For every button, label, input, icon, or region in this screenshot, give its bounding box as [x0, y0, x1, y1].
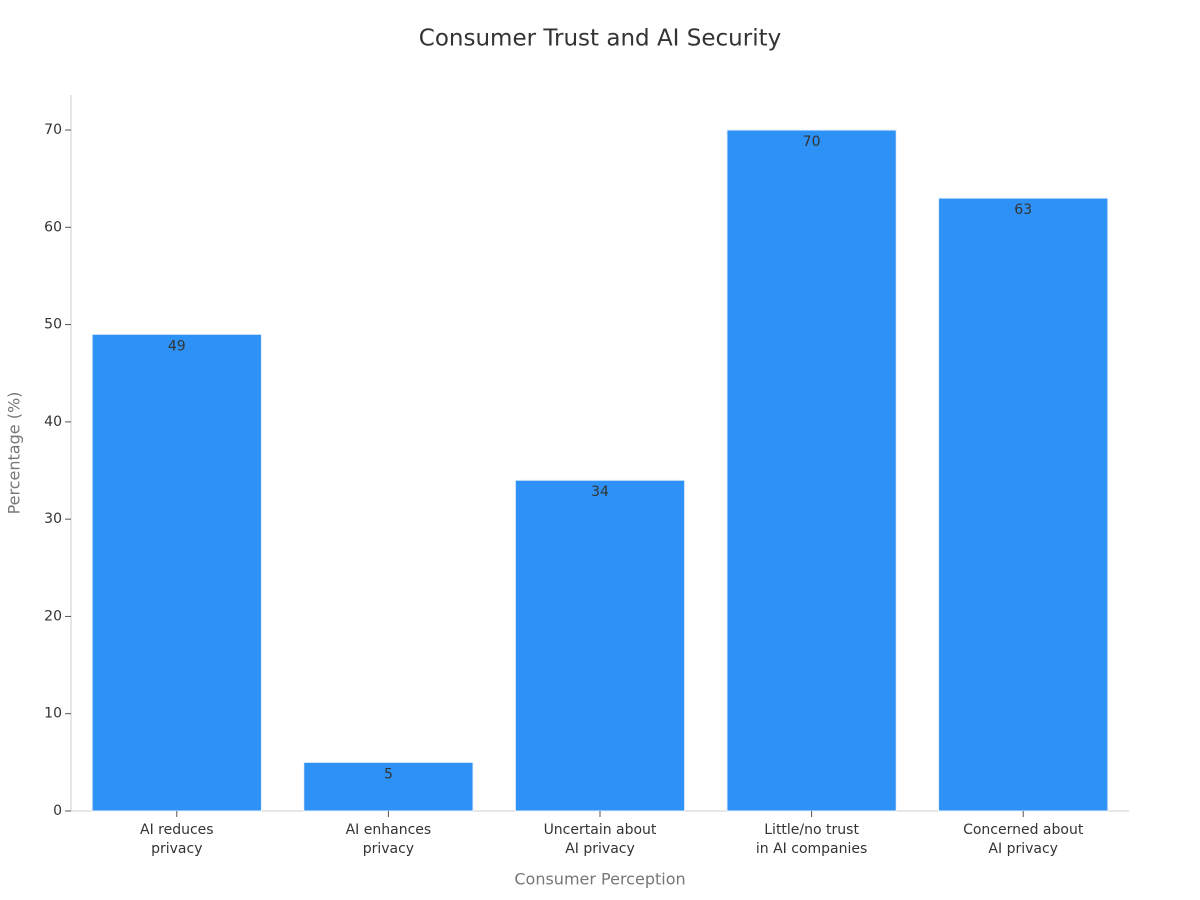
chart-title: Consumer Trust and AI Security [419, 26, 781, 52]
bar [726, 129, 897, 812]
bar [514, 479, 686, 812]
x-tick-label: AI enhances privacy [346, 822, 432, 857]
y-tick-label: 60 [44, 219, 62, 235]
value-label: 63 [1014, 202, 1032, 218]
bar [303, 761, 474, 812]
y-axis-label: Percentage (%) [5, 392, 24, 515]
y-tick-label: 10 [44, 706, 62, 722]
y-tick-label: 30 [44, 511, 62, 527]
bar [938, 197, 1109, 812]
value-label: 34 [591, 484, 609, 500]
x-tick-label: Concerned about AI privacy [963, 822, 1084, 857]
y-tick-label: 50 [44, 317, 62, 333]
y-tick-label: 40 [44, 414, 62, 430]
y-tick-label: 70 [44, 122, 62, 138]
value-label: 49 [168, 338, 186, 354]
value-label: 70 [803, 134, 821, 150]
x-tick-label: Little/no trust in AI companies [756, 822, 867, 857]
x-tick-label: AI reduces privacy [140, 822, 214, 857]
y-tick-label: 20 [44, 608, 62, 624]
y-tick-label: 0 [53, 803, 62, 819]
bar [91, 333, 262, 812]
value-label: 5 [384, 766, 393, 782]
x-tick-label: Uncertain about AI privacy [544, 822, 657, 857]
x-axis-label: Consumer Perception [514, 870, 685, 889]
